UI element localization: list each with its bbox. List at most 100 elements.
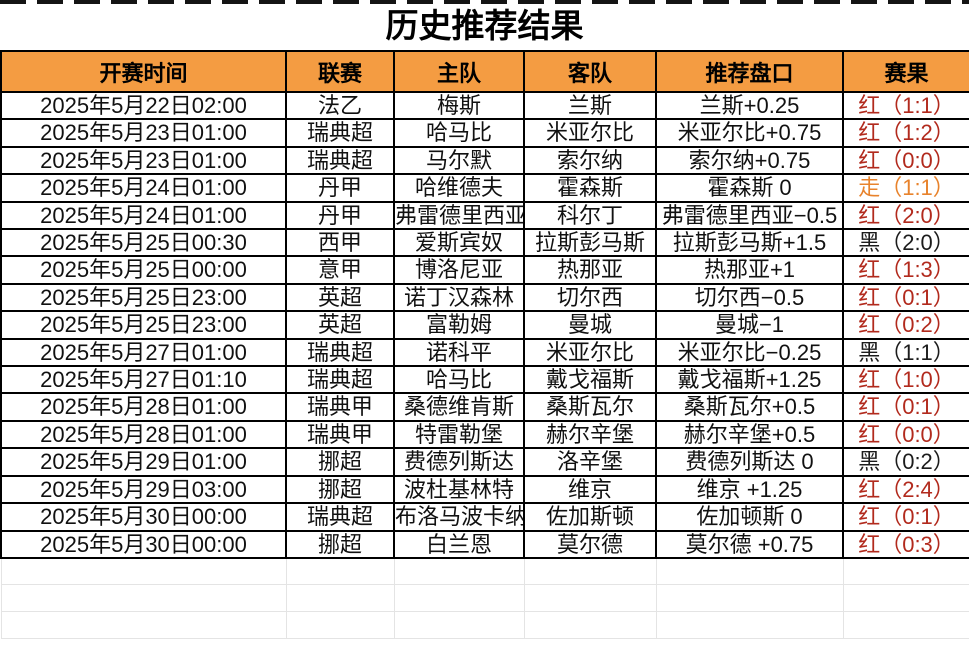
cell-result: 黑（2:0） xyxy=(842,228,969,258)
cell-home-team: 布洛马波卡纳 xyxy=(393,502,525,532)
cell-kickoff-time: 2025年5月24日01:00 xyxy=(0,173,287,203)
cell-kickoff-time: 2025年5月25日00:00 xyxy=(0,255,287,285)
cell-result: 黑（1:1） xyxy=(842,337,969,368)
empty-cell xyxy=(655,584,844,613)
cell-handicap: 费德列斯达 0 xyxy=(655,447,844,477)
cell-league: 法乙 xyxy=(285,90,395,121)
table-row: 2025年5月30日00:00 瑞典超 布洛马波卡纳 佐加斯顿 佐加顿斯 0 红（0:1） xyxy=(0,502,969,532)
empty-row xyxy=(0,584,969,613)
header-row: 开赛时间 联赛 主队 客队 推荐盘口 赛果 xyxy=(0,50,969,93)
cell-league: 瑞典甲 xyxy=(285,392,395,422)
empty-cell xyxy=(285,611,395,640)
cell-result: 红（0:1） xyxy=(842,282,969,313)
cell-kickoff-time: 2025年5月27日01:10 xyxy=(0,365,287,395)
empty-cell xyxy=(842,584,969,613)
cell-league: 丹甲 xyxy=(285,173,395,203)
cell-league: 英超 xyxy=(285,310,395,340)
cell-kickoff-time: 2025年5月28日01:00 xyxy=(0,419,287,450)
table-header: 开赛时间 联赛 主队 客队 推荐盘口 赛果 xyxy=(0,50,969,93)
cell-home-team: 哈马比 xyxy=(393,365,525,395)
table-row: 2025年5月23日01:00 瑞典超 马尔默 索尔纳 索尔纳+0.75 红（0:0） xyxy=(0,145,969,176)
cell-kickoff-time: 2025年5月27日01:00 xyxy=(0,337,287,368)
cell-home-team: 哈维德夫 xyxy=(393,173,525,203)
cell-away-team: 莫尔德 xyxy=(523,529,657,559)
cell-handicap: 莫尔德 +0.75 xyxy=(655,529,844,559)
header-league: 联赛 xyxy=(285,50,395,93)
cell-league: 英超 xyxy=(285,282,395,313)
table-row: 2025年5月24日01:00 丹甲 弗雷德里西亚 科尔丁 弗雷德里西亚−0.5 红（2:… xyxy=(0,200,969,231)
empty-cell xyxy=(842,557,969,586)
header-recommended-handicap: 推荐盘口 xyxy=(655,50,844,93)
empty-cell xyxy=(0,584,287,613)
cell-handicap: 曼城−1 xyxy=(655,310,844,340)
cell-home-team: 费德列斯达 xyxy=(393,447,525,477)
cell-handicap: 佐加顿斯 0 xyxy=(655,502,844,532)
cell-away-team: 霍森斯 xyxy=(523,173,657,203)
cell-kickoff-time: 2025年5月25日23:00 xyxy=(0,282,287,313)
cell-away-team: 维京 xyxy=(523,474,657,505)
cell-away-team: 赫尔辛堡 xyxy=(523,419,657,450)
cropped-row-remnant xyxy=(0,0,969,4)
cell-home-team: 波杜基林特 xyxy=(393,474,525,505)
empty-cell xyxy=(842,611,969,640)
cell-home-team: 哈马比 xyxy=(393,118,525,148)
cell-result: 红（0:2） xyxy=(842,310,969,340)
cell-league: 西甲 xyxy=(285,228,395,258)
cell-kickoff-time: 2025年5月25日23:00 xyxy=(0,310,287,340)
table-row: 2025年5月28日01:00 瑞典甲 特雷勒堡 赫尔辛堡 赫尔辛堡+0.5 红（0:0） xyxy=(0,419,969,450)
table-body: 2025年5月22日02:00 法乙 梅斯 兰斯 兰斯+0.25 红（1:1） 2025年5… xyxy=(0,90,969,640)
cell-kickoff-time: 2025年5月30日00:00 xyxy=(0,529,287,559)
cell-away-team: 米亚尔比 xyxy=(523,337,657,368)
cell-handicap: 霍森斯 0 xyxy=(655,173,844,203)
empty-cell xyxy=(285,584,395,613)
empty-cell xyxy=(393,557,525,586)
empty-row xyxy=(0,557,969,586)
table-row: 2025年5月24日01:00 丹甲 哈维德夫 霍森斯 霍森斯 0 走（1:1） xyxy=(0,173,969,203)
cell-home-team: 白兰恩 xyxy=(393,529,525,559)
results-table: 开赛时间 联赛 主队 客队 推荐盘口 赛果 2025年5月22日02:00 法乙梅… xyxy=(0,50,969,640)
empty-cell xyxy=(285,557,395,586)
table-row: 2025年5月30日00:00 挪超 白兰恩 莫尔德 莫尔德 +0.75 红（0:3） xyxy=(0,529,969,559)
cell-league: 瑞典超 xyxy=(285,365,395,395)
cell-result: 红（0:0） xyxy=(842,145,969,176)
cell-league: 瑞典超 xyxy=(285,118,395,148)
cell-kickoff-time: 2025年5月30日00:00 xyxy=(0,502,287,532)
cell-home-team: 梅斯 xyxy=(393,90,525,121)
empty-cell xyxy=(0,611,287,640)
cell-kickoff-time: 2025年5月25日00:30 xyxy=(0,228,287,258)
table-row: 2025年5月29日01:00 挪超 费德列斯达 洛辛堡 费德列斯达 0 黑（0:2） xyxy=(0,447,969,477)
cell-league: 瑞典超 xyxy=(285,145,395,176)
cell-kickoff-time: 2025年5月29日03:00 xyxy=(0,474,287,505)
empty-cell xyxy=(0,557,287,586)
empty-cell xyxy=(393,584,525,613)
cell-handicap: 米亚尔比+0.75 xyxy=(655,118,844,148)
table-row: 2025年5月23日01:00 瑞典超 哈马比 米亚尔比 米亚尔比+0.75 红（1:2） xyxy=(0,118,969,148)
cell-result: 红（2:4） xyxy=(842,474,969,505)
cell-handicap: 索尔纳+0.75 xyxy=(655,145,844,176)
cell-league: 挪超 xyxy=(285,447,395,477)
cell-home-team: 特雷勒堡 xyxy=(393,419,525,450)
cell-result: 红（0:1） xyxy=(842,392,969,422)
cell-handicap: 戴戈福斯+1.25 xyxy=(655,365,844,395)
empty-row xyxy=(0,611,969,640)
header-home-team: 主队 xyxy=(393,50,525,93)
cell-home-team: 马尔默 xyxy=(393,145,525,176)
cell-away-team: 兰斯 xyxy=(523,90,657,121)
table-row: 2025年5月25日00:30 西甲 爱斯宾奴 拉斯彭马斯 拉斯彭马斯+1.5 黑（2:0… xyxy=(0,228,969,258)
cell-handicap: 弗雷德里西亚−0.5 xyxy=(655,200,844,231)
cell-away-team: 科尔丁 xyxy=(523,200,657,231)
cell-result: 红（1:1） xyxy=(842,90,969,121)
cell-result: 红（1:0） xyxy=(842,365,969,395)
cell-league: 意甲 xyxy=(285,255,395,285)
empty-cell xyxy=(523,611,657,640)
cell-kickoff-time: 2025年5月23日01:00 xyxy=(0,118,287,148)
cell-league: 挪超 xyxy=(285,529,395,559)
cell-kickoff-time: 2025年5月22日02:00 xyxy=(0,90,287,121)
table-row: 2025年5月28日01:00 瑞典甲 桑德维肯斯 桑斯瓦尔 桑斯瓦尔+0.5 红（0:1… xyxy=(0,392,969,422)
cell-result: 红（0:3） xyxy=(842,529,969,559)
table-row: 2025年5月25日23:00 英超 富勒姆 曼城 曼城−1 红（0:2） xyxy=(0,310,969,340)
cell-handicap: 兰斯+0.25 xyxy=(655,90,844,121)
cell-away-team: 桑斯瓦尔 xyxy=(523,392,657,422)
table-row: 2025年5月27日01:10 瑞典超 哈马比 戴戈福斯 戴戈福斯+1.25 红（1:0） xyxy=(0,365,969,395)
empty-cell xyxy=(655,611,844,640)
